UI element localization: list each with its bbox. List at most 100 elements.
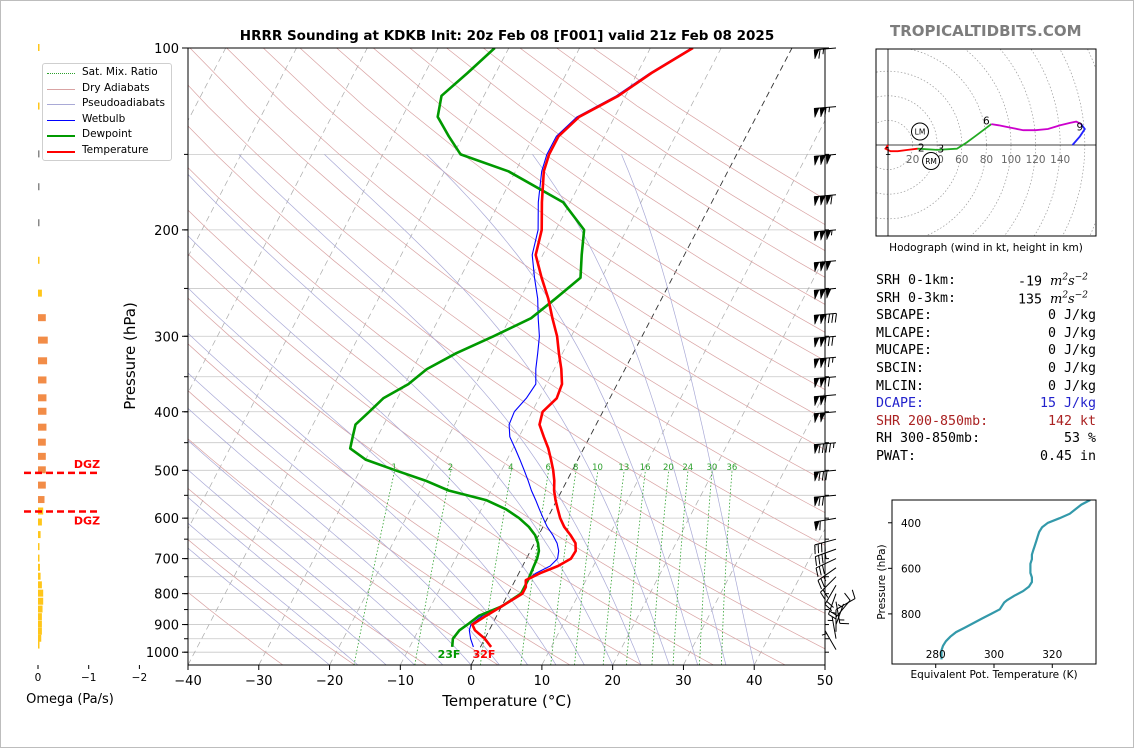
wind-barb-full [825, 443, 828, 453]
surface-temperature-label: 32F [473, 648, 496, 661]
hodograph-ring-label: 20 [906, 154, 919, 166]
wind-barb-flag [813, 314, 820, 326]
omega-bar [38, 183, 40, 191]
x-tick-label: −10 [387, 674, 414, 689]
omega-bar [38, 466, 46, 474]
dry-adiabat [188, 167, 825, 614]
stat-row: MUCAPE: 0 J/kg [876, 343, 1096, 362]
dry-adiabat [188, 253, 786, 665]
wind-barb-full [821, 554, 824, 564]
hodograph-segment [991, 120, 1082, 132]
wind-barb-staff [815, 558, 837, 569]
dry-adiabat [188, 487, 427, 665]
wind-barb-half [821, 633, 827, 636]
wind-barb-flag [813, 107, 820, 119]
wind-barb-full [825, 471, 828, 481]
wind-barb-full [818, 496, 821, 506]
wind-barb-flag [819, 314, 826, 325]
stat-label: MUCAPE: [876, 343, 933, 359]
hodograph-ring-label: 140 [1050, 154, 1070, 166]
wind-barb-full [815, 567, 819, 578]
wind-barb [814, 538, 837, 555]
wind-barb-full [822, 589, 829, 598]
omega-bar [38, 554, 40, 562]
omega-bar [38, 563, 40, 571]
moist-adiabat [324, 154, 670, 665]
omega-bar [38, 102, 40, 110]
hodograph-ring-label: 100 [1001, 154, 1021, 166]
omega-bar [38, 423, 47, 431]
theta-e-ylabel: Pressure (hPa) [876, 544, 888, 619]
stat-value: 53 % [1063, 431, 1096, 447]
mixing-ratio-label: 20 [663, 463, 674, 473]
theta-e-y-tick-label: 400 [901, 518, 921, 530]
omega-tick-label: −2 [132, 672, 147, 684]
dry-adiabat [336, 48, 825, 390]
theta-e-y-tick-label: 600 [901, 563, 921, 575]
wind-barb-full [820, 578, 825, 588]
hodograph-caption: Hodograph (wind in kt, height in km) [889, 242, 1083, 254]
stat-value: 15 J/kg [1039, 396, 1096, 412]
wind-barb [813, 312, 837, 326]
omega-bar [38, 641, 40, 649]
y-tick-label: 400 [154, 406, 179, 421]
wind-barb-full [821, 564, 825, 575]
moist-adiabat [188, 439, 444, 665]
wind-barb-full [817, 580, 822, 590]
wind-barb [835, 601, 850, 625]
wind-barb-staff [814, 538, 837, 546]
wind-barb [814, 548, 837, 566]
isotherm [188, 48, 510, 665]
stat-value: 0 J/kg [1047, 343, 1096, 359]
wind-barb-full [824, 107, 827, 117]
isotherm [683, 391, 825, 665]
wind-barb-half [823, 576, 827, 582]
site-name: TROPICALTIDBITS.COM [890, 22, 1082, 40]
wind-barb [813, 356, 837, 370]
wind-barb-staff [817, 567, 837, 581]
x-tick-label: 20 [604, 674, 621, 689]
moist-adiabat [188, 547, 330, 665]
theta-e-frame [891, 499, 1097, 665]
mixing-ratio-line [651, 470, 670, 665]
wind-barb-full [824, 314, 827, 324]
x-tick-label: 50 [817, 674, 834, 689]
stat-value: 135 m2s−2 [1017, 290, 1088, 307]
stat-value: 0 J/kg [1047, 361, 1096, 376]
wind-barb [820, 576, 837, 601]
mixing-ratio-label: 24 [682, 463, 693, 473]
wind-barb-flag [813, 195, 820, 207]
hodograph-height-label: 6 [983, 115, 990, 127]
hodograph-ring-label: 60 [955, 154, 968, 166]
wind-barb-half [828, 107, 831, 113]
y-tick-label: 100 [154, 42, 179, 57]
wind-barb [813, 106, 837, 119]
mixing-ratio-label: 10 [592, 463, 603, 473]
omega-bar [38, 620, 42, 628]
omega-tick-label: 0 [35, 672, 42, 684]
wind-barb-full [826, 600, 834, 608]
x-tick-label: −30 [245, 674, 272, 689]
omega-bar [38, 289, 42, 297]
mixing-ratio-line [479, 470, 512, 665]
wind-barb-flag [819, 261, 826, 273]
x-tick-label: 0 [467, 674, 475, 689]
wind-barb-half [832, 442, 835, 448]
omega-bar [38, 605, 43, 613]
moist-adiabat [532, 154, 727, 665]
theta-e-x-tick-label: 280 [926, 649, 946, 661]
hodograph-height-label: 1 [885, 146, 892, 158]
wind-barb-half [822, 49, 825, 55]
y-tick-label: 900 [154, 619, 179, 634]
wind-barb-flag [819, 107, 826, 118]
omega-bar [38, 572, 41, 580]
stat-value: -19 m2s−2 [1017, 273, 1088, 290]
mixing-ratio-line [699, 470, 713, 665]
wind-barb-full [824, 603, 833, 611]
hodograph-marker-label: LM [915, 127, 926, 136]
stat-label: PWAT: [876, 449, 917, 464]
legend-swatch [47, 88, 75, 90]
wind-barb-full [821, 496, 825, 506]
dry-adiabat [373, 48, 825, 362]
wind-barb-full [824, 337, 827, 347]
